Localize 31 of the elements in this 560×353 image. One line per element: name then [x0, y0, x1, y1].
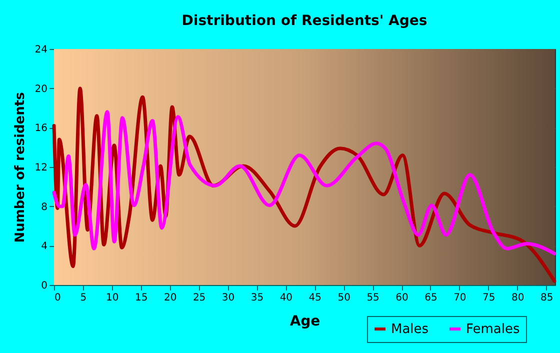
x-tick-label: 0	[54, 292, 61, 304]
x-tick-label: 50	[338, 292, 350, 304]
legend-label: Males	[391, 322, 429, 337]
y-tick-label: 16	[34, 123, 48, 134]
y-tick-label: 4	[41, 241, 48, 252]
x-tick-label: 85	[540, 292, 554, 304]
legend-label: Females	[466, 322, 520, 337]
y-axis-title: Number of residents	[12, 92, 28, 243]
x-tick-label: 45	[308, 292, 322, 304]
y-tick-label: 8	[41, 202, 48, 213]
x-tick-label: 55	[366, 292, 380, 304]
x-tick-label: 15	[135, 292, 148, 304]
x-tick-label: 60	[396, 292, 408, 304]
x-tick-label: 20	[164, 292, 177, 304]
x-tick-label: 35	[250, 292, 264, 304]
x-tick-label: 70	[454, 292, 466, 304]
y-tick-label: 12	[34, 162, 48, 174]
y-tick-label: 24	[34, 44, 48, 56]
chart-title: Distribution of Residents' Ages	[182, 13, 428, 29]
y-tick-label: 0	[41, 280, 48, 292]
x-tick-label: 10	[106, 292, 119, 304]
x-tick-label: 5	[80, 292, 87, 304]
y-tick-label: 20	[34, 84, 48, 95]
line-series	[52, 110, 556, 256]
x-tick-label: 80	[511, 292, 524, 304]
x-tick-label: 25	[192, 292, 206, 304]
x-tick-label: 65	[424, 292, 438, 304]
x-tick-label: 30	[222, 292, 235, 304]
x-tick-label: 40	[280, 292, 293, 304]
x-axis-title: Age	[290, 314, 320, 330]
x-tick-label: 75	[482, 292, 496, 304]
